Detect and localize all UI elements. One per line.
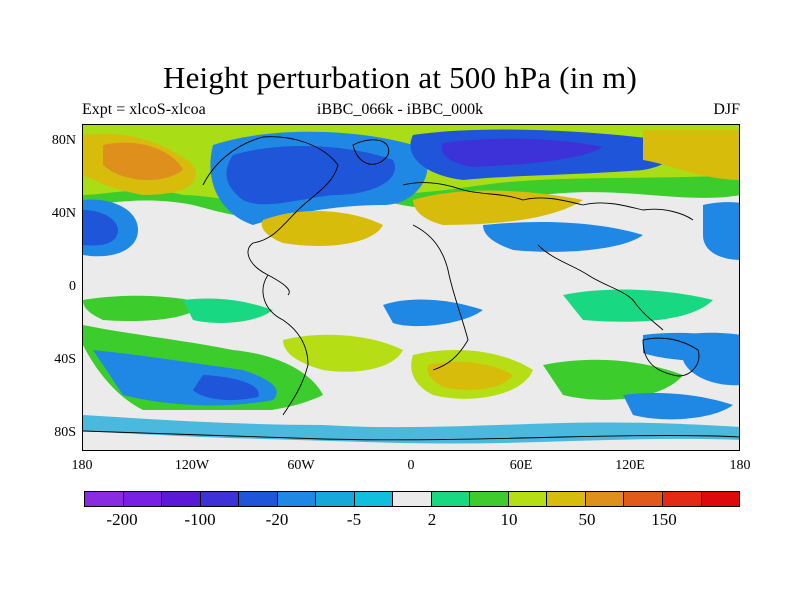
colorbar-label: -5 [346,510,362,529]
colorbar-label: 50 [578,510,596,529]
colorbar [84,491,740,507]
colorbar-box [508,492,548,506]
colorbar-box [239,492,278,506]
y-tick-40n: 40N [51,206,76,221]
colorbar-box [354,492,394,506]
colorbar-label: 10 [500,510,518,529]
colorbar-box [662,492,702,506]
x-tick-60e: 60E [509,458,533,473]
y-tick-80s: 80S [54,425,76,440]
colorbar-box [393,492,432,506]
x-tick-180-left: 180 [71,458,93,473]
y-tick-40s: 40S [54,352,76,367]
colorbar-box [470,492,509,506]
colorbar-label: -100 [184,510,216,529]
colorbar-box [431,492,471,506]
x-tick-120e: 120E [615,458,645,473]
colorbar-box [277,492,317,506]
colorbar-box [316,492,355,506]
map-panel [82,124,740,451]
y-tick-80n: 80N [51,133,76,148]
plot-title: Height perturbation at 500 hPa (in m) [162,60,638,95]
colorbar-box [123,492,163,506]
x-tick-60w: 60W [287,458,315,473]
x-tick-180-right: 180 [729,458,751,473]
y-tick-equator: 0 [69,279,76,294]
colorbar-box [200,492,240,506]
colorbar-box [85,492,124,506]
x-tick-0: 0 [407,458,415,473]
colorbar-label: -200 [106,510,138,529]
season-label: DJF [713,101,740,118]
colorbar-box [701,492,740,506]
colorbar-box [585,492,625,506]
colorbar-box [547,492,586,506]
x-tick-120w: 120W [174,458,210,473]
experiment-label: Expt = xlcoS-xlcoa [82,101,206,118]
run-difference-label: iBBC_066k - iBBC_000k [316,101,484,118]
colorbar-box [162,492,201,506]
colorbar-label: 150 [651,510,677,529]
colorbar-box [624,492,663,506]
colorbar-label: -20 [265,510,289,529]
colorbar-label: 2 [427,510,437,529]
height-perturbation-map [83,125,739,450]
